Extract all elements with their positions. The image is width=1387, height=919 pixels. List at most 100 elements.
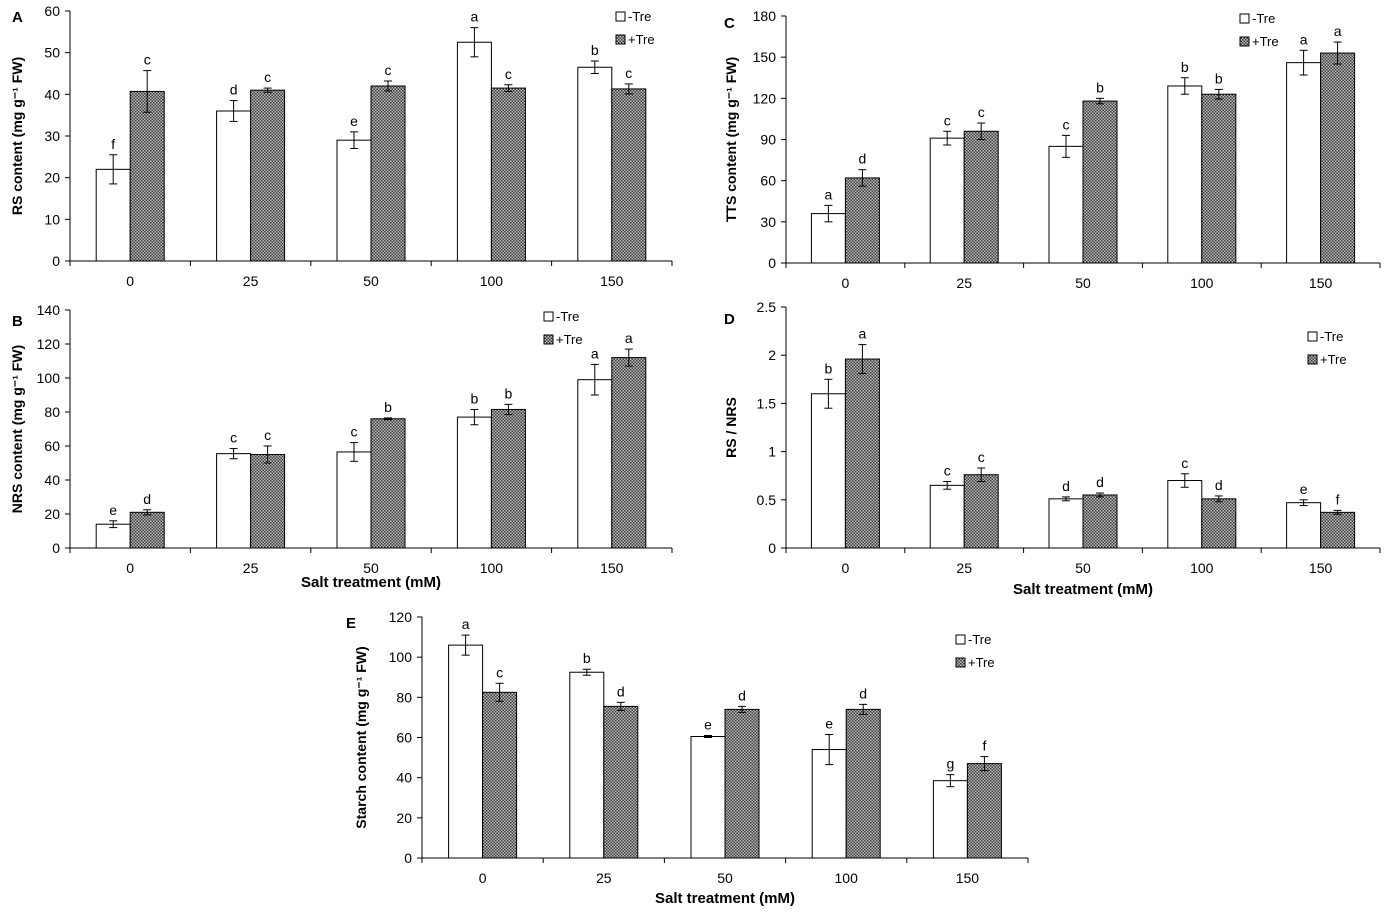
y-tick-label: 100: [389, 649, 413, 665]
legend-swatch-plus-tre: [955, 657, 966, 668]
bar-plus-tre: [370, 418, 406, 549]
bar-plus-tre: [844, 177, 880, 264]
x-tick-label: 50: [1075, 275, 1091, 291]
panel-C: C 0 30 60 90 120 150 180 0 25 50 100 150 TTS content …: [723, 8, 1381, 291]
y-tick-label: 20: [44, 506, 60, 522]
panel-label: D: [724, 311, 735, 328]
bar-plus-tre: [1082, 100, 1118, 264]
y-tick-label: 0: [52, 540, 60, 556]
panel-label: B: [12, 313, 23, 330]
bar-minus-tre: [577, 379, 613, 549]
bar-plus-tre: [250, 89, 286, 262]
bar-minus-tre: [1167, 85, 1203, 264]
significance-letter: b: [1096, 79, 1104, 95]
x-tick-label: 0: [479, 870, 487, 886]
significance-letter: c: [1063, 116, 1070, 132]
panel-E: E 0 20 40 60 80 100 120 0 25 50 100 150 Starch conten…: [346, 609, 1029, 907]
bar-minus-tre: [1048, 498, 1084, 549]
bar-minus-tre: [456, 41, 492, 262]
significance-letter: b: [471, 390, 479, 406]
y-tick-label: 2.5: [757, 299, 777, 315]
y-tick-label: 1.5: [757, 395, 777, 411]
panel-D: D 0 0.5 1 1.5 2 2.5 0 25 50 100 150 RS / NRS Salt tre…: [723, 299, 1381, 598]
y-tick-label: 50: [44, 45, 60, 61]
bar-plus-tre: [1082, 494, 1118, 549]
y-tick-label: 80: [396, 689, 412, 705]
y-tick-label: 10: [44, 211, 60, 227]
significance-letter: b: [505, 385, 513, 401]
significance-letter: b: [384, 399, 392, 415]
y-tick-label: 60: [760, 173, 776, 189]
y-tick-label: 40: [44, 86, 60, 102]
significance-letter: d: [859, 685, 867, 701]
x-tick-label: 0: [126, 273, 134, 289]
legend-swatch-minus-tre: [1239, 13, 1250, 24]
x-axis-label: Salt treatment (mM): [1013, 581, 1153, 598]
significance-letter: d: [859, 151, 867, 167]
y-axis-label: NRS content (mg g⁻¹ FW): [9, 345, 25, 513]
y-axis-label: RS / NRS: [723, 397, 739, 458]
bar-minus-tre: [1286, 502, 1322, 549]
y-axis-label: RS content (mg g⁻¹ FW): [9, 57, 25, 215]
x-tick-label: 50: [717, 870, 733, 886]
legend-label: -Tre: [556, 309, 579, 324]
panel-label: A: [12, 9, 23, 26]
legend-label: +Tre: [556, 332, 583, 347]
legend-swatch-plus-tre: [1239, 36, 1250, 47]
bar-minus-tre: [216, 453, 252, 549]
x-tick-label: 25: [596, 870, 612, 886]
bar-plus-tre: [129, 90, 165, 262]
significance-letter: c: [496, 664, 503, 680]
legend-label: +Tre: [628, 32, 655, 47]
x-tick-label: 150: [1309, 560, 1333, 576]
significance-letter: c: [944, 112, 951, 128]
bar-plus-tre: [129, 511, 165, 549]
x-axis-label: Salt treatment (mM): [655, 890, 795, 907]
bar-plus-tre: [603, 705, 639, 859]
significance-letter: e: [825, 715, 833, 731]
x-tick-label: 100: [1190, 275, 1214, 291]
bar-plus-tre: [1201, 498, 1237, 549]
significance-letter: c: [351, 424, 358, 440]
significance-letter: c: [625, 65, 632, 81]
bar-minus-tre: [569, 671, 605, 859]
legend-swatch-plus-tre: [1307, 354, 1318, 365]
bar-plus-tre: [611, 88, 647, 262]
significance-letter: e: [109, 502, 117, 518]
x-tick-label: 50: [1075, 560, 1091, 576]
significance-letter: a: [625, 330, 633, 346]
significance-letter: c: [264, 427, 271, 443]
significance-letter: c: [264, 69, 271, 85]
x-tick-label: 100: [835, 870, 859, 886]
y-axis-label: Starch content (mg g⁻¹ FW): [353, 646, 369, 828]
panel-B: B 0 20 40 60 80 100 120 140 0 25 50 100 150 NRS conten…: [9, 302, 673, 591]
y-tick-label: 0.5: [757, 492, 777, 508]
significance-letter: c: [944, 462, 951, 478]
panel-label: E: [346, 615, 356, 632]
significance-letter: b: [591, 42, 599, 58]
bar-minus-tre: [1048, 145, 1084, 264]
bar-plus-tre: [724, 708, 760, 859]
bar-plus-tre: [963, 474, 999, 549]
y-tick-label: 0: [404, 850, 412, 866]
y-tick-label: 2: [768, 347, 776, 363]
bar-minus-tre: [811, 749, 847, 859]
x-tick-label: 50: [363, 273, 379, 289]
significance-letter: a: [591, 345, 599, 361]
significance-letter: a: [1334, 23, 1342, 39]
y-tick-label: 20: [44, 170, 60, 186]
significance-letter: c: [978, 449, 985, 465]
y-tick-label: 20: [396, 810, 412, 826]
significance-letter: b: [825, 360, 833, 376]
x-tick-label: 25: [956, 275, 972, 291]
significance-letter: e: [350, 113, 358, 129]
y-tick-label: 1: [768, 444, 776, 460]
bar-plus-tre: [611, 357, 647, 549]
bar-minus-tre: [1167, 480, 1203, 549]
legend-label: -Tre: [1252, 11, 1275, 26]
y-tick-label: 60: [44, 438, 60, 454]
significance-letter: b: [1181, 59, 1189, 75]
bar-plus-tre: [490, 87, 526, 262]
y-tick-label: 0: [52, 253, 60, 269]
